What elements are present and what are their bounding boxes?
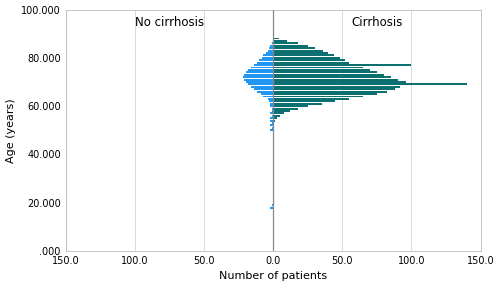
Text: Cirrhosis: Cirrhosis [351,15,403,29]
Bar [254,88,273,90]
Bar [273,100,336,102]
Bar [273,108,298,110]
Bar [273,76,390,78]
Bar [273,96,363,98]
Bar [272,108,273,110]
Bar [273,98,349,100]
Bar [273,50,323,52]
Bar [272,115,273,117]
Bar [273,105,308,107]
Bar [273,55,334,57]
Bar [273,86,400,88]
Bar [270,207,273,209]
Bar [270,45,273,47]
X-axis label: Number of patients: Number of patients [219,272,327,282]
Bar [273,42,298,44]
Bar [269,47,273,49]
Text: No cirrhosis: No cirrhosis [135,15,204,29]
Bar [273,110,290,112]
Bar [254,64,273,66]
Bar [273,59,345,61]
Bar [273,38,278,40]
Bar [246,71,273,73]
Bar [251,67,273,69]
Bar [262,57,273,59]
Bar [270,117,273,119]
Bar [273,91,386,93]
Bar [272,110,273,112]
Bar [270,103,273,105]
Bar [246,81,273,83]
Bar [273,40,287,42]
Bar [273,115,280,117]
Bar [269,100,273,102]
Bar [273,88,395,90]
Bar [273,74,384,76]
Bar [260,59,273,61]
Bar [243,76,273,78]
Bar [268,98,273,100]
Bar [270,129,273,131]
Bar [270,120,273,122]
Bar [273,57,340,59]
Y-axis label: Age (years): Age (years) [6,98,16,163]
Bar [264,55,273,57]
Bar [273,52,328,54]
Bar [272,122,273,124]
Bar [264,96,273,98]
Bar [268,50,273,52]
Bar [273,45,308,47]
Bar [273,117,278,119]
Bar [260,93,273,95]
Bar [272,127,273,129]
Bar [251,86,273,88]
Bar [273,47,314,49]
Bar [270,113,273,114]
Bar [266,52,273,54]
Bar [273,64,411,66]
Bar [256,91,273,93]
Bar [272,204,273,206]
Bar [244,74,273,76]
Bar [273,67,363,69]
Bar [273,93,377,95]
Bar [270,125,273,127]
Bar [270,105,273,107]
Bar [272,42,273,44]
Bar [273,103,322,105]
Bar [273,62,349,64]
Bar [256,62,273,64]
Bar [273,84,467,85]
Bar [244,79,273,81]
Bar [248,84,273,85]
Bar [273,113,284,114]
Bar [248,69,273,71]
Bar [273,79,398,81]
Bar [273,69,370,71]
Bar [273,120,274,122]
Bar [273,81,406,83]
Bar [273,71,377,73]
